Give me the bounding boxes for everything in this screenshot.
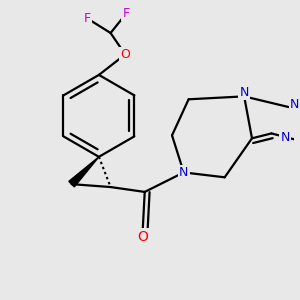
Text: N: N: [280, 131, 290, 144]
Polygon shape: [69, 157, 99, 187]
Text: N: N: [179, 166, 188, 179]
Text: N: N: [290, 98, 300, 111]
Text: F: F: [84, 12, 91, 25]
Text: F: F: [123, 7, 130, 20]
Text: O: O: [120, 48, 130, 61]
Text: O: O: [137, 230, 148, 244]
Text: N: N: [239, 86, 249, 99]
